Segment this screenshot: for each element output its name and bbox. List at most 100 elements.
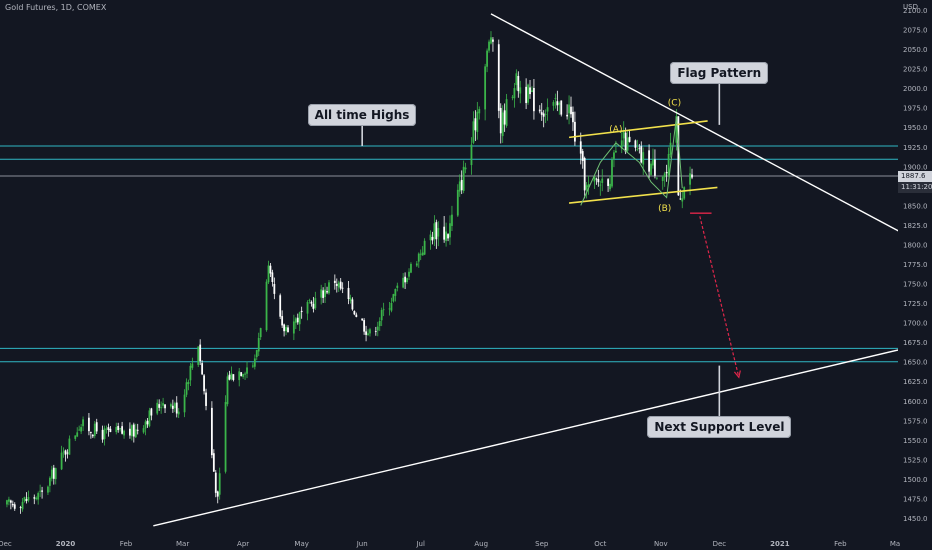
candle-body [279, 295, 282, 317]
price-axis[interactable]: 2100.0 2075.0 2050.0 2025.0 2000.0 1975.0 1950… [898, 0, 932, 550]
candle-body [552, 102, 555, 106]
price-axis-background [898, 0, 932, 550]
candle-body [292, 321, 295, 334]
price-tick-label: 2025.0 [903, 66, 928, 74]
time-tick-label: Oct [594, 540, 606, 548]
candle-body [300, 310, 303, 313]
candle-body [306, 302, 309, 314]
candle-body [406, 278, 408, 283]
candle-body [95, 422, 98, 432]
candle-body [39, 490, 42, 492]
candle-body [230, 373, 233, 380]
flag-channel-line [568, 120, 708, 139]
candle-body [423, 240, 426, 255]
candle-body [515, 73, 518, 86]
price-tick-label: 1450.0 [903, 515, 928, 523]
candle-body [451, 214, 453, 226]
candle-body [365, 331, 367, 335]
candle-body [185, 382, 188, 395]
time-tick-label: Jun [356, 540, 368, 548]
price-tick-label: 1675.0 [903, 339, 928, 347]
candle-body [91, 434, 94, 437]
candle-body [253, 358, 256, 367]
projection-arrow [699, 216, 740, 378]
candle-body [203, 375, 205, 392]
candle-body [652, 159, 654, 166]
horizontal-levels [0, 145, 898, 363]
candle-body [546, 107, 549, 112]
currency-label: USD [903, 3, 918, 11]
price-tick-label: 2075.0 [903, 27, 928, 35]
candle-body [353, 311, 356, 315]
candle-body [89, 431, 92, 433]
candle-body [367, 333, 369, 336]
candle-body [23, 497, 26, 502]
time-tick-label: Mar [176, 540, 189, 548]
candle-body [287, 327, 289, 333]
candle-body [415, 263, 418, 266]
candle-body [259, 328, 262, 338]
candle-body [613, 152, 615, 159]
candle-body [47, 486, 49, 493]
time-tick-label: Sep [535, 540, 549, 548]
candle-body [82, 419, 84, 427]
candle-body [517, 75, 520, 92]
candle-body [80, 427, 83, 432]
candle-body [347, 287, 350, 299]
candle-body [119, 428, 122, 430]
candle-body [294, 318, 297, 323]
time-tick-label: Nov [654, 540, 668, 548]
candle-body [285, 326, 287, 332]
candle-body [640, 146, 643, 163]
candle-body [246, 367, 248, 374]
drawings: (A) (B) (C) [153, 13, 906, 527]
candle-body [661, 176, 664, 182]
candle-body [511, 96, 514, 98]
candle-body [320, 289, 323, 298]
time-tick-label: Feb [834, 540, 847, 548]
price-tick-label: 1825.0 [903, 222, 928, 230]
candle-body [197, 346, 200, 365]
candle-body [620, 140, 623, 149]
candle-body [62, 451, 65, 453]
candle-body [115, 426, 118, 432]
price-tag: 11:31:20 [898, 182, 932, 194]
candle-body [499, 107, 502, 134]
candle-body [478, 109, 481, 114]
candle-body [443, 226, 446, 240]
candle-body [226, 376, 229, 405]
candle-body [369, 329, 371, 334]
candle-body [144, 421, 147, 429]
candle-body [558, 102, 561, 105]
candle-body [351, 299, 354, 310]
candle-body [324, 289, 326, 298]
candle-body [626, 137, 629, 151]
candle-body [599, 184, 602, 186]
candle-body [679, 198, 682, 200]
candle-body [490, 37, 492, 44]
currency-text: USD [903, 3, 918, 11]
candle-body [314, 298, 317, 309]
candle-body [593, 176, 596, 182]
time-tick-label: Apr [237, 540, 249, 548]
candle-body [486, 50, 488, 67]
candle-body [8, 499, 10, 502]
candle-body [429, 234, 432, 241]
price-tick-label: 1750.0 [903, 281, 928, 289]
candle-body [648, 150, 650, 172]
time-tick-label: Dec [713, 540, 727, 548]
candle-body [310, 301, 313, 304]
candle-body [93, 423, 96, 437]
candle-body [335, 283, 338, 286]
time-axis[interactable]: Dec 2020 Feb Mar Apr May Jun Jul Aug Sep Oct Nov Dec… [0, 540, 900, 548]
candle-body [349, 297, 352, 301]
candle-body [587, 184, 590, 188]
candle-body [240, 372, 243, 376]
candle-body [173, 403, 176, 409]
candle-body [462, 166, 465, 192]
candle-body [691, 174, 693, 178]
candle-body [130, 425, 133, 437]
candle-body [396, 285, 399, 288]
candle-body [560, 100, 563, 115]
